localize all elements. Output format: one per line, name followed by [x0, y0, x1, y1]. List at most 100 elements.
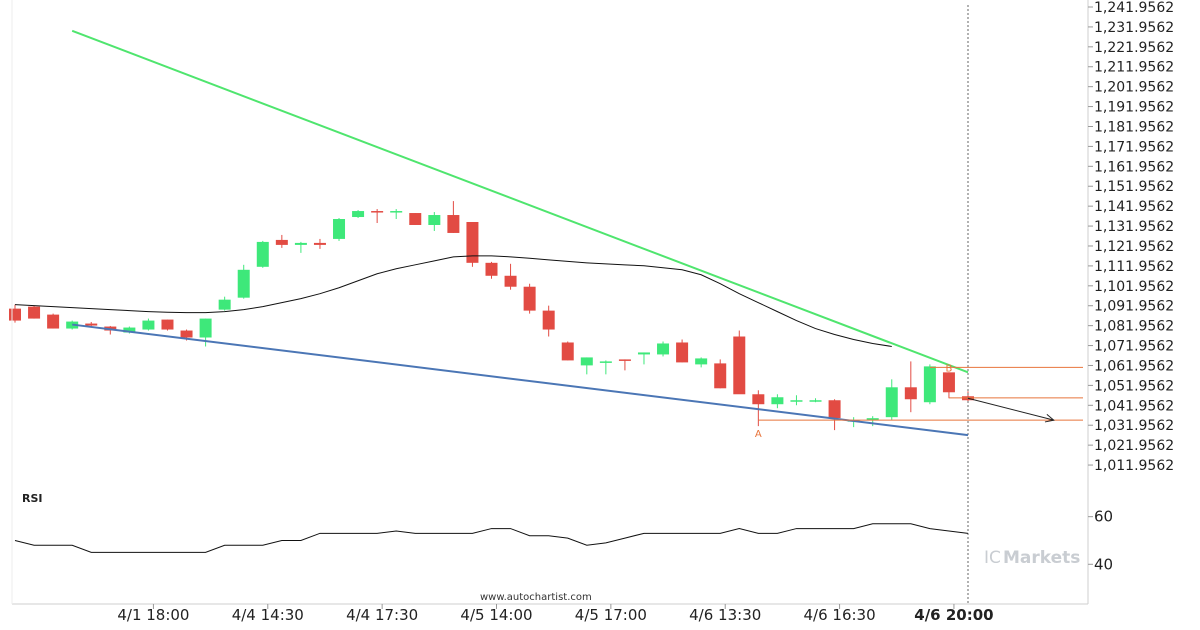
- candle-body: [942, 372, 955, 393]
- candle: [256, 240, 269, 268]
- candle-body: [771, 397, 784, 405]
- y-tick-label: 1,091.9562: [1094, 299, 1174, 315]
- x-tick-label: 4/6 16:30: [804, 606, 876, 624]
- candle-body: [790, 400, 803, 402]
- candle-body: [313, 242, 326, 245]
- candle: [942, 372, 955, 399]
- candle-body: [904, 387, 917, 400]
- y-tick-label: 1,071.9562: [1094, 339, 1174, 355]
- y-tick-label: 1,131.9562: [1094, 219, 1174, 235]
- candle-body: [447, 215, 460, 233]
- candle: [885, 379, 898, 421]
- y-tick-label: 1,021.9562: [1094, 438, 1174, 454]
- y-tick-label: 1,171.9562: [1094, 139, 1174, 155]
- candle: [313, 238, 326, 249]
- y-tick-label: 1,041.9562: [1094, 398, 1174, 414]
- candle-body: [371, 211, 384, 213]
- candle-body: [123, 327, 136, 333]
- candle: [580, 357, 593, 375]
- candle: [447, 201, 460, 233]
- candle: [275, 234, 288, 248]
- candle: [637, 352, 650, 365]
- candle: [294, 241, 307, 253]
- y-tick-label: 1,061.9562: [1094, 358, 1174, 374]
- candle: [218, 296, 231, 311]
- candle: [714, 359, 727, 389]
- candle-body: [504, 275, 517, 287]
- candle-body: [866, 418, 879, 421]
- x-tick-label: 4/4 14:30: [232, 606, 304, 624]
- overlay-layer: AB: [14, 5, 1083, 604]
- candle-body: [923, 366, 936, 403]
- y-tick-label: 1,031.9562: [1094, 418, 1174, 434]
- point-label-b: B: [946, 363, 953, 374]
- candle-body: [542, 310, 555, 330]
- candle-body: [733, 336, 746, 395]
- candles-layer: [9, 201, 974, 431]
- y-axis: 1,241.9562 1,231.9562 1,221.9562 1,211.9562…: [1087, 0, 1174, 604]
- candle: [904, 361, 917, 413]
- candle-body: [657, 343, 670, 355]
- candle: [47, 313, 60, 329]
- candle: [809, 398, 822, 403]
- x-tick-label: 4/6 20:00: [914, 606, 993, 624]
- candle: [828, 399, 841, 431]
- rsi-label: RSI: [22, 492, 43, 505]
- candle: [504, 263, 517, 290]
- x-tick-label: 4/4 17:30: [346, 606, 418, 624]
- y-tick-label: 1,231.9562: [1094, 20, 1174, 36]
- candle: [561, 341, 574, 361]
- watermark-site: www.autochartist.com: [480, 592, 592, 603]
- rsi-tick-label: 60: [1094, 508, 1113, 526]
- candle: [352, 210, 365, 219]
- broker-logo: IC Markets: [984, 548, 1080, 568]
- candle: [333, 218, 346, 241]
- candle-body: [561, 342, 574, 361]
- candle-body: [714, 363, 727, 389]
- y-tick-label: 1,181.9562: [1094, 119, 1174, 135]
- forecast-arrow-line: [967, 397, 1054, 421]
- candle: [790, 395, 803, 406]
- candle-body: [466, 221, 479, 263]
- y-tick-label: 1,141.9562: [1094, 199, 1174, 215]
- y-tick-label: 1,201.9562: [1094, 80, 1174, 96]
- y-tick-label: 1,191.9562: [1094, 100, 1174, 116]
- candle: [9, 304, 21, 323]
- candle: [657, 341, 670, 357]
- y-tick-label: 1,151.9562: [1094, 179, 1174, 195]
- broker-logo-ic: IC: [984, 548, 1001, 568]
- candle-body: [428, 215, 441, 225]
- candle-body: [695, 358, 708, 365]
- y-tick-label: 1,081.9562: [1094, 319, 1174, 335]
- candle-body: [637, 352, 650, 355]
- candle: [618, 359, 631, 371]
- candle: [695, 357, 708, 368]
- candle-body: [218, 299, 231, 310]
- candle: [371, 209, 384, 223]
- y-tick-label: 1,241.9562: [1094, 0, 1174, 16]
- candle-body: [409, 213, 422, 225]
- candle-body: [294, 242, 307, 245]
- x-axis: 4/1 18:00 4/4 14:30 4/4 17:30 4/5 14:00 4/5 …: [11, 0, 1088, 624]
- candle-body: [199, 318, 212, 338]
- forecast-arrow-head: [1044, 413, 1055, 423]
- candle-body: [752, 394, 765, 405]
- x-tick-label: 4/1 18:00: [117, 606, 189, 624]
- candle-body: [599, 361, 612, 363]
- y-tick-label: 1,101.9562: [1094, 279, 1174, 295]
- candle-body: [85, 323, 98, 326]
- broker-logo-markets: Markets: [1003, 548, 1080, 568]
- candle-body: [237, 269, 250, 298]
- moving-average-line: [14, 255, 892, 347]
- candle: [161, 319, 174, 331]
- support-trendline: [72, 323, 969, 437]
- rsi-line: [14, 523, 969, 553]
- x-tick-label: 4/5 17:00: [575, 606, 647, 624]
- rsi-panel: 60 40: [14, 508, 1113, 573]
- candle: [523, 283, 536, 314]
- candle-body: [352, 211, 365, 218]
- candle: [142, 318, 155, 331]
- candle-body: [142, 320, 155, 330]
- candle-body: [180, 330, 193, 338]
